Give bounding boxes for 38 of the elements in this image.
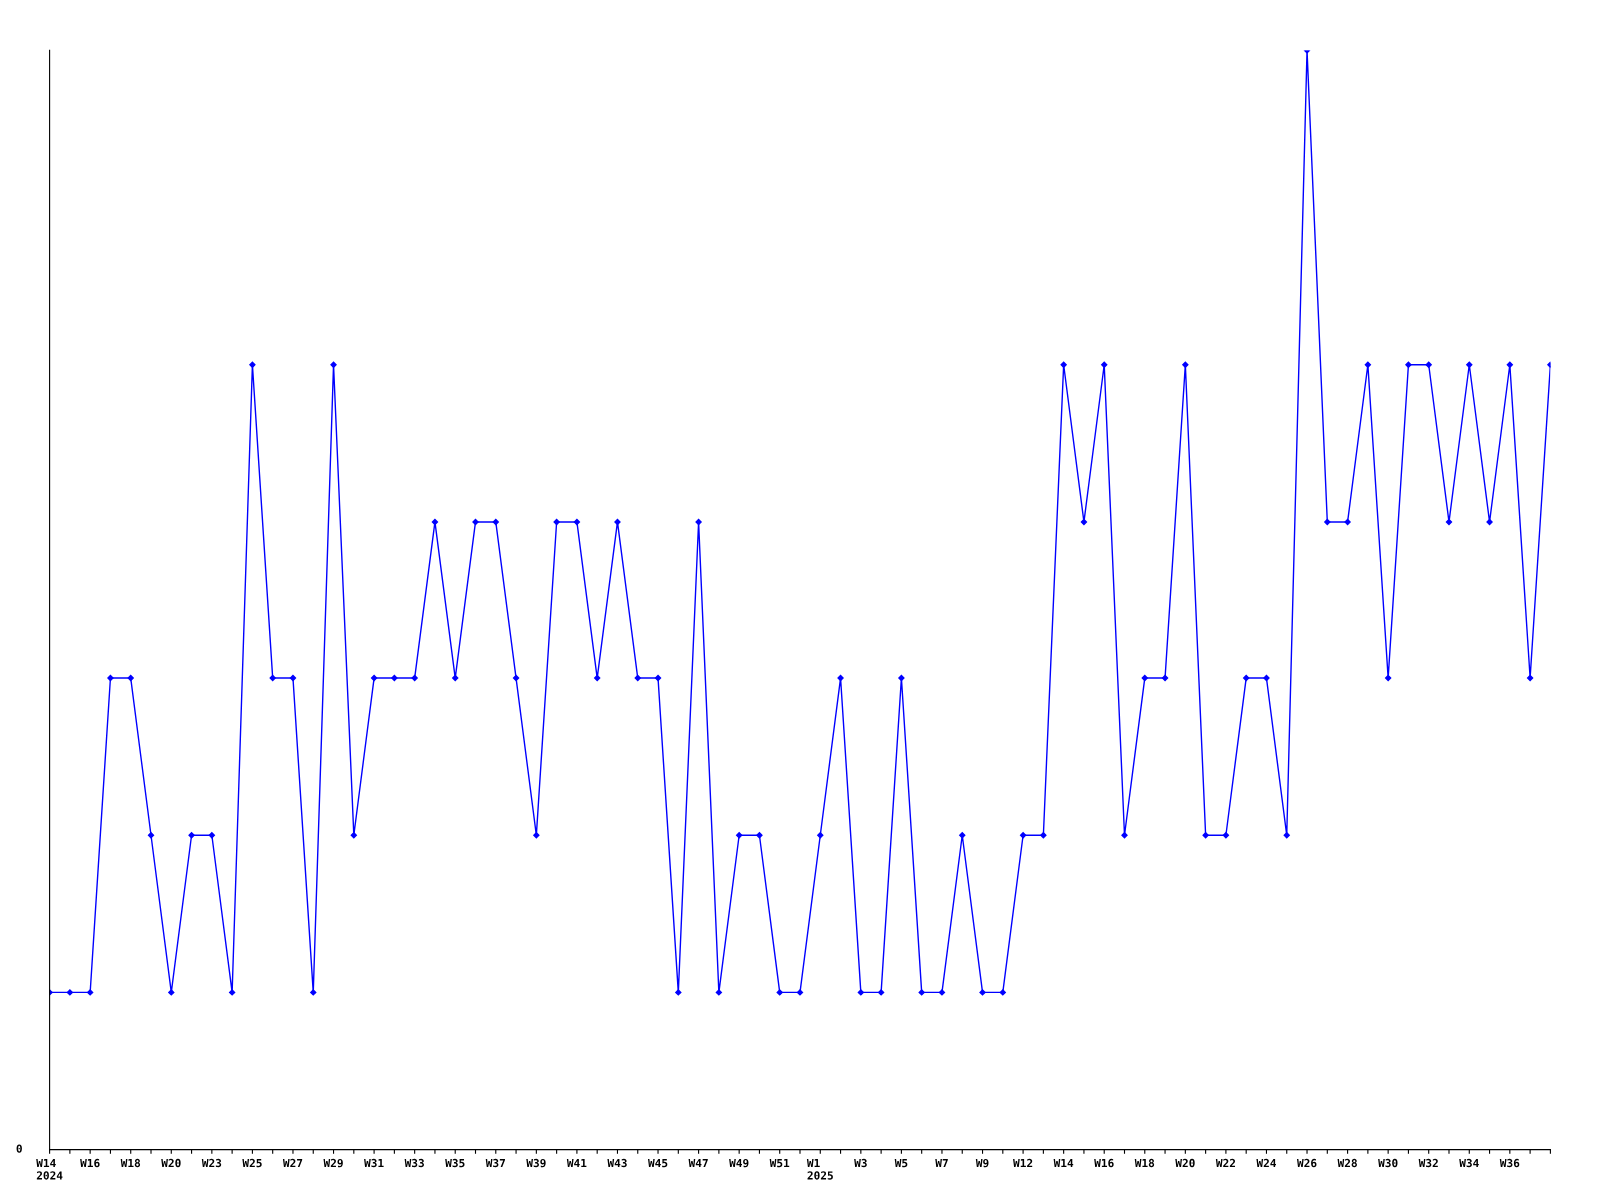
x-tick-label: W16	[1094, 1158, 1114, 1168]
x-tick-label: W51	[769, 1158, 790, 1168]
x-tick-label: W25	[242, 1158, 262, 1168]
x-tick-label: W23	[201, 1158, 222, 1168]
x-tick-label: W26	[1296, 1158, 1317, 1168]
x-tick-label: W31	[364, 1158, 384, 1168]
x-tick-label: W22	[1215, 1158, 1236, 1168]
x-tick-label: W16	[80, 1158, 100, 1168]
x-tick-label: W32	[1418, 1158, 1438, 1168]
text: 0	[16, 1144, 22, 1153]
x-tick-label: W9	[975, 1158, 989, 1168]
x-tick-label: W45	[648, 1158, 668, 1168]
x-tick-label: W28	[1337, 1158, 1357, 1168]
x-tick-label: W29	[323, 1158, 343, 1168]
x-tick-label: W27	[282, 1158, 303, 1168]
x-tick-label: W49	[729, 1158, 749, 1168]
x-tick-label: W43	[607, 1158, 627, 1168]
x-tick-label: W20	[161, 1158, 181, 1168]
x-tick-label: W39	[526, 1158, 546, 1168]
x-tick-label: W30	[1378, 1158, 1398, 1168]
x-tick-label: W34	[1459, 1158, 1479, 1168]
x-tick-label: W20	[1175, 1158, 1195, 1168]
x-tick-label: W14 2024	[36, 1158, 63, 1180]
x-tick-label: W1 2025	[806, 1158, 833, 1180]
x-tick-label: W14	[1053, 1158, 1074, 1168]
x-tick-label: W3	[854, 1158, 867, 1168]
x-tick-label: W5	[894, 1158, 908, 1168]
x-tick-label: W47	[688, 1158, 708, 1168]
x-tick-label: W33	[404, 1158, 424, 1168]
x-tick-label: W12	[1013, 1158, 1033, 1168]
x-tick-label: W36	[1499, 1158, 1520, 1168]
x-tick-label: W24	[1256, 1158, 1276, 1168]
x-tick-label: W41	[566, 1158, 587, 1168]
x-tick-label: W37	[485, 1158, 505, 1168]
x-tick-label: W7	[935, 1158, 948, 1168]
x-tick-label: W35	[445, 1158, 465, 1168]
x-tick-label: W18	[1134, 1158, 1155, 1168]
x-tick-label: W18	[120, 1158, 141, 1168]
